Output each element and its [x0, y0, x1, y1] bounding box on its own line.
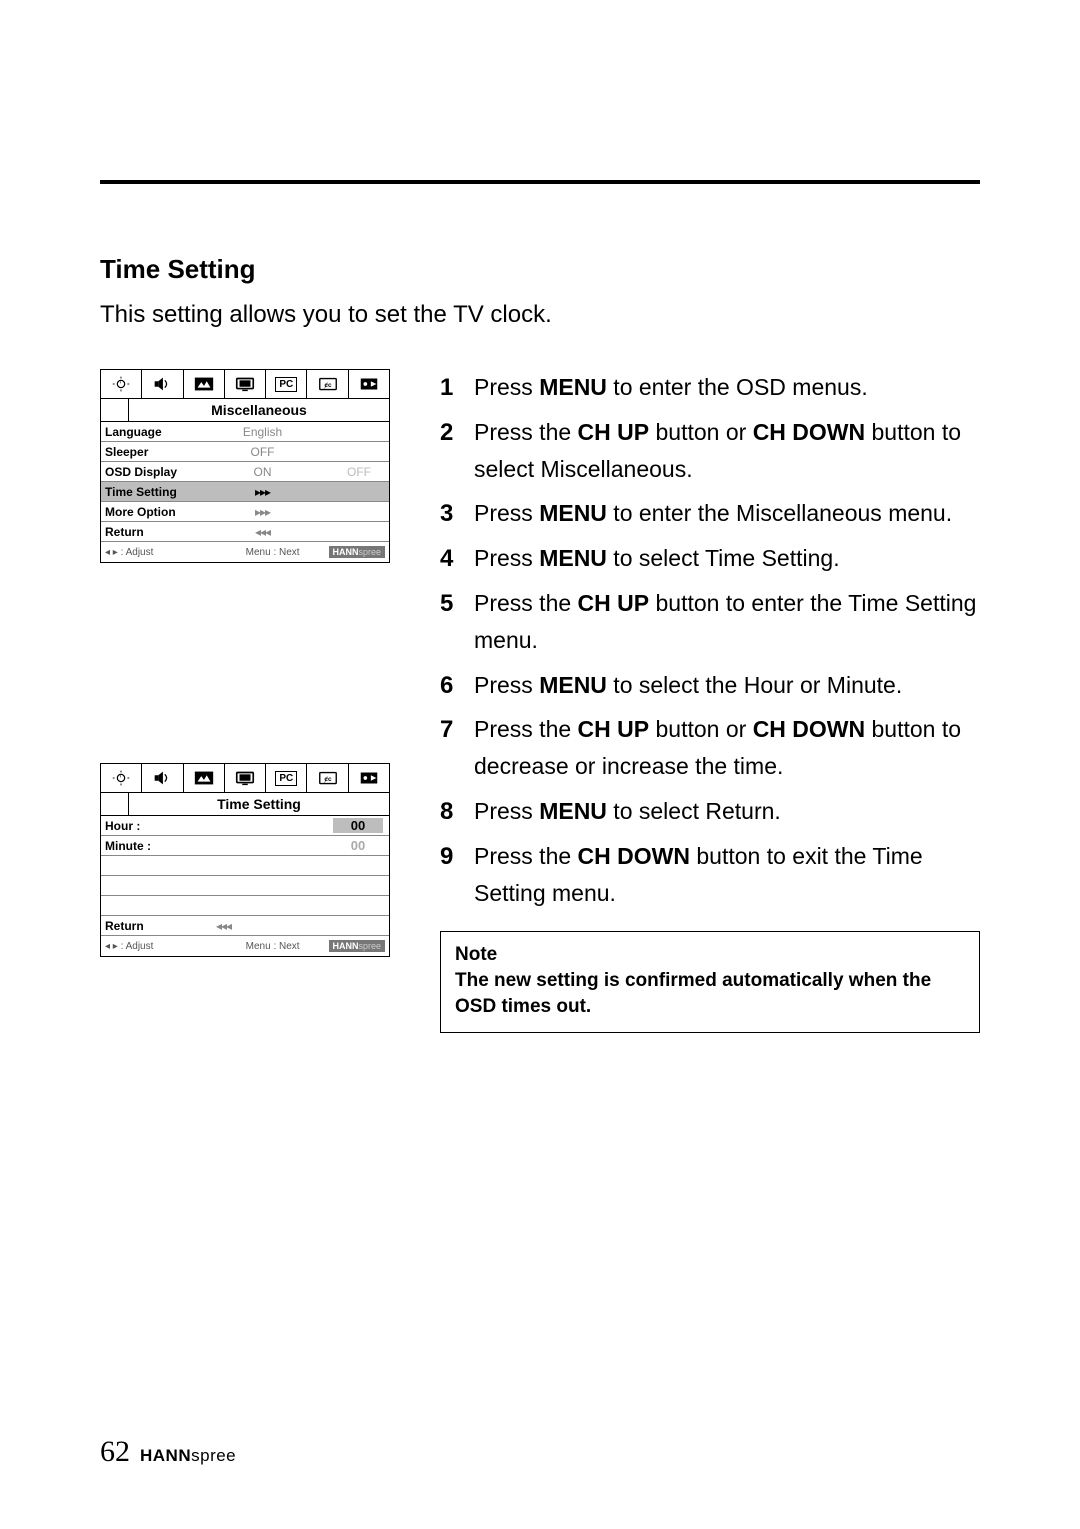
audio-icon [142, 370, 183, 398]
page-footer: 62 HANNspree [100, 1435, 236, 1469]
brightness-icon [101, 370, 142, 398]
osd2-minute-row: Minute : 00 [101, 836, 389, 856]
instruction-step: Press MENU to select Return. [440, 793, 980, 830]
brightness-icon [101, 764, 142, 792]
instruction-steps: Press MENU to enter the OSD menus. Press … [440, 369, 980, 911]
osd1-row: OSD DisplayONOFF [101, 462, 389, 482]
note-title: Note [455, 944, 965, 966]
note-body: The new setting is confirmed automatical… [455, 968, 965, 1019]
osd1-row: LanguageEnglish [101, 422, 389, 442]
picture-icon [184, 370, 225, 398]
osd1-row: Time Setting▸▸▸ [101, 482, 389, 502]
osd1-title: Miscellaneous [129, 399, 389, 421]
tv-icon [225, 370, 266, 398]
osd-tab-icons: PC ȼc [101, 370, 389, 399]
osd1-footer: ◂ ▸ : Adjust Menu : Next HANNspree [101, 542, 389, 562]
instruction-step: Press the CH DOWN button to exit the Tim… [440, 838, 980, 912]
osd1-row: Return◂◂◂ [101, 522, 389, 542]
note-box: Note The new setting is confirmed automa… [440, 931, 980, 1032]
osd1-row: More Option▸▸▸ [101, 502, 389, 522]
caption-icon: ȼc [307, 370, 348, 398]
osd2-hour-row: Hour : 00 [101, 816, 389, 836]
intro-text: This setting allows you to set the TV cl… [100, 301, 980, 329]
caption-icon: ȼc [307, 764, 348, 792]
pc-icon: PC [266, 370, 307, 398]
svg-text:ȼc: ȼc [324, 382, 332, 389]
instruction-step: Press MENU to select Time Setting. [440, 540, 980, 577]
osd-timesetting-screenshot: PC ȼc Time Setting Hour : 00 Minute : 00 [100, 763, 390, 957]
horizontal-rule [100, 180, 980, 184]
brand-logo: HANNspree [140, 1446, 236, 1466]
osd-tab-icons: PC ȼc [101, 764, 389, 793]
osd2-blank-row [101, 856, 389, 876]
section-title: Time Setting [100, 254, 980, 285]
audio-icon [142, 764, 183, 792]
instruction-step: Press the CH UP button or CH DOWN button… [440, 711, 980, 785]
tv-icon [225, 764, 266, 792]
instruction-step: Press MENU to enter the Miscellaneous me… [440, 495, 980, 532]
osd-miscellaneous-screenshot: PC ȼc Miscellaneous LanguageEnglishSleep… [100, 369, 390, 563]
osd2-blank-row [101, 896, 389, 916]
misc-icon [349, 764, 389, 792]
svg-text:ȼc: ȼc [324, 776, 332, 783]
misc-icon [349, 370, 389, 398]
instruction-step: Press MENU to enter the OSD menus. [440, 369, 980, 406]
page-number: 62 [100, 1435, 130, 1469]
osd2-return-row: Return ◂◂◂ [101, 916, 389, 936]
instruction-step: Press MENU to select the Hour or Minute. [440, 667, 980, 704]
pc-icon: PC [266, 764, 307, 792]
picture-icon [184, 764, 225, 792]
osd2-blank-row [101, 876, 389, 896]
osd2-footer: ◂ ▸ : Adjust Menu : Next HANNspree [101, 936, 389, 956]
osd1-row: SleeperOFF [101, 442, 389, 462]
osd2-title: Time Setting [129, 793, 389, 815]
instruction-step: Press the CH UP button or CH DOWN button… [440, 414, 980, 488]
instruction-step: Press the CH UP button to enter the Time… [440, 585, 980, 659]
